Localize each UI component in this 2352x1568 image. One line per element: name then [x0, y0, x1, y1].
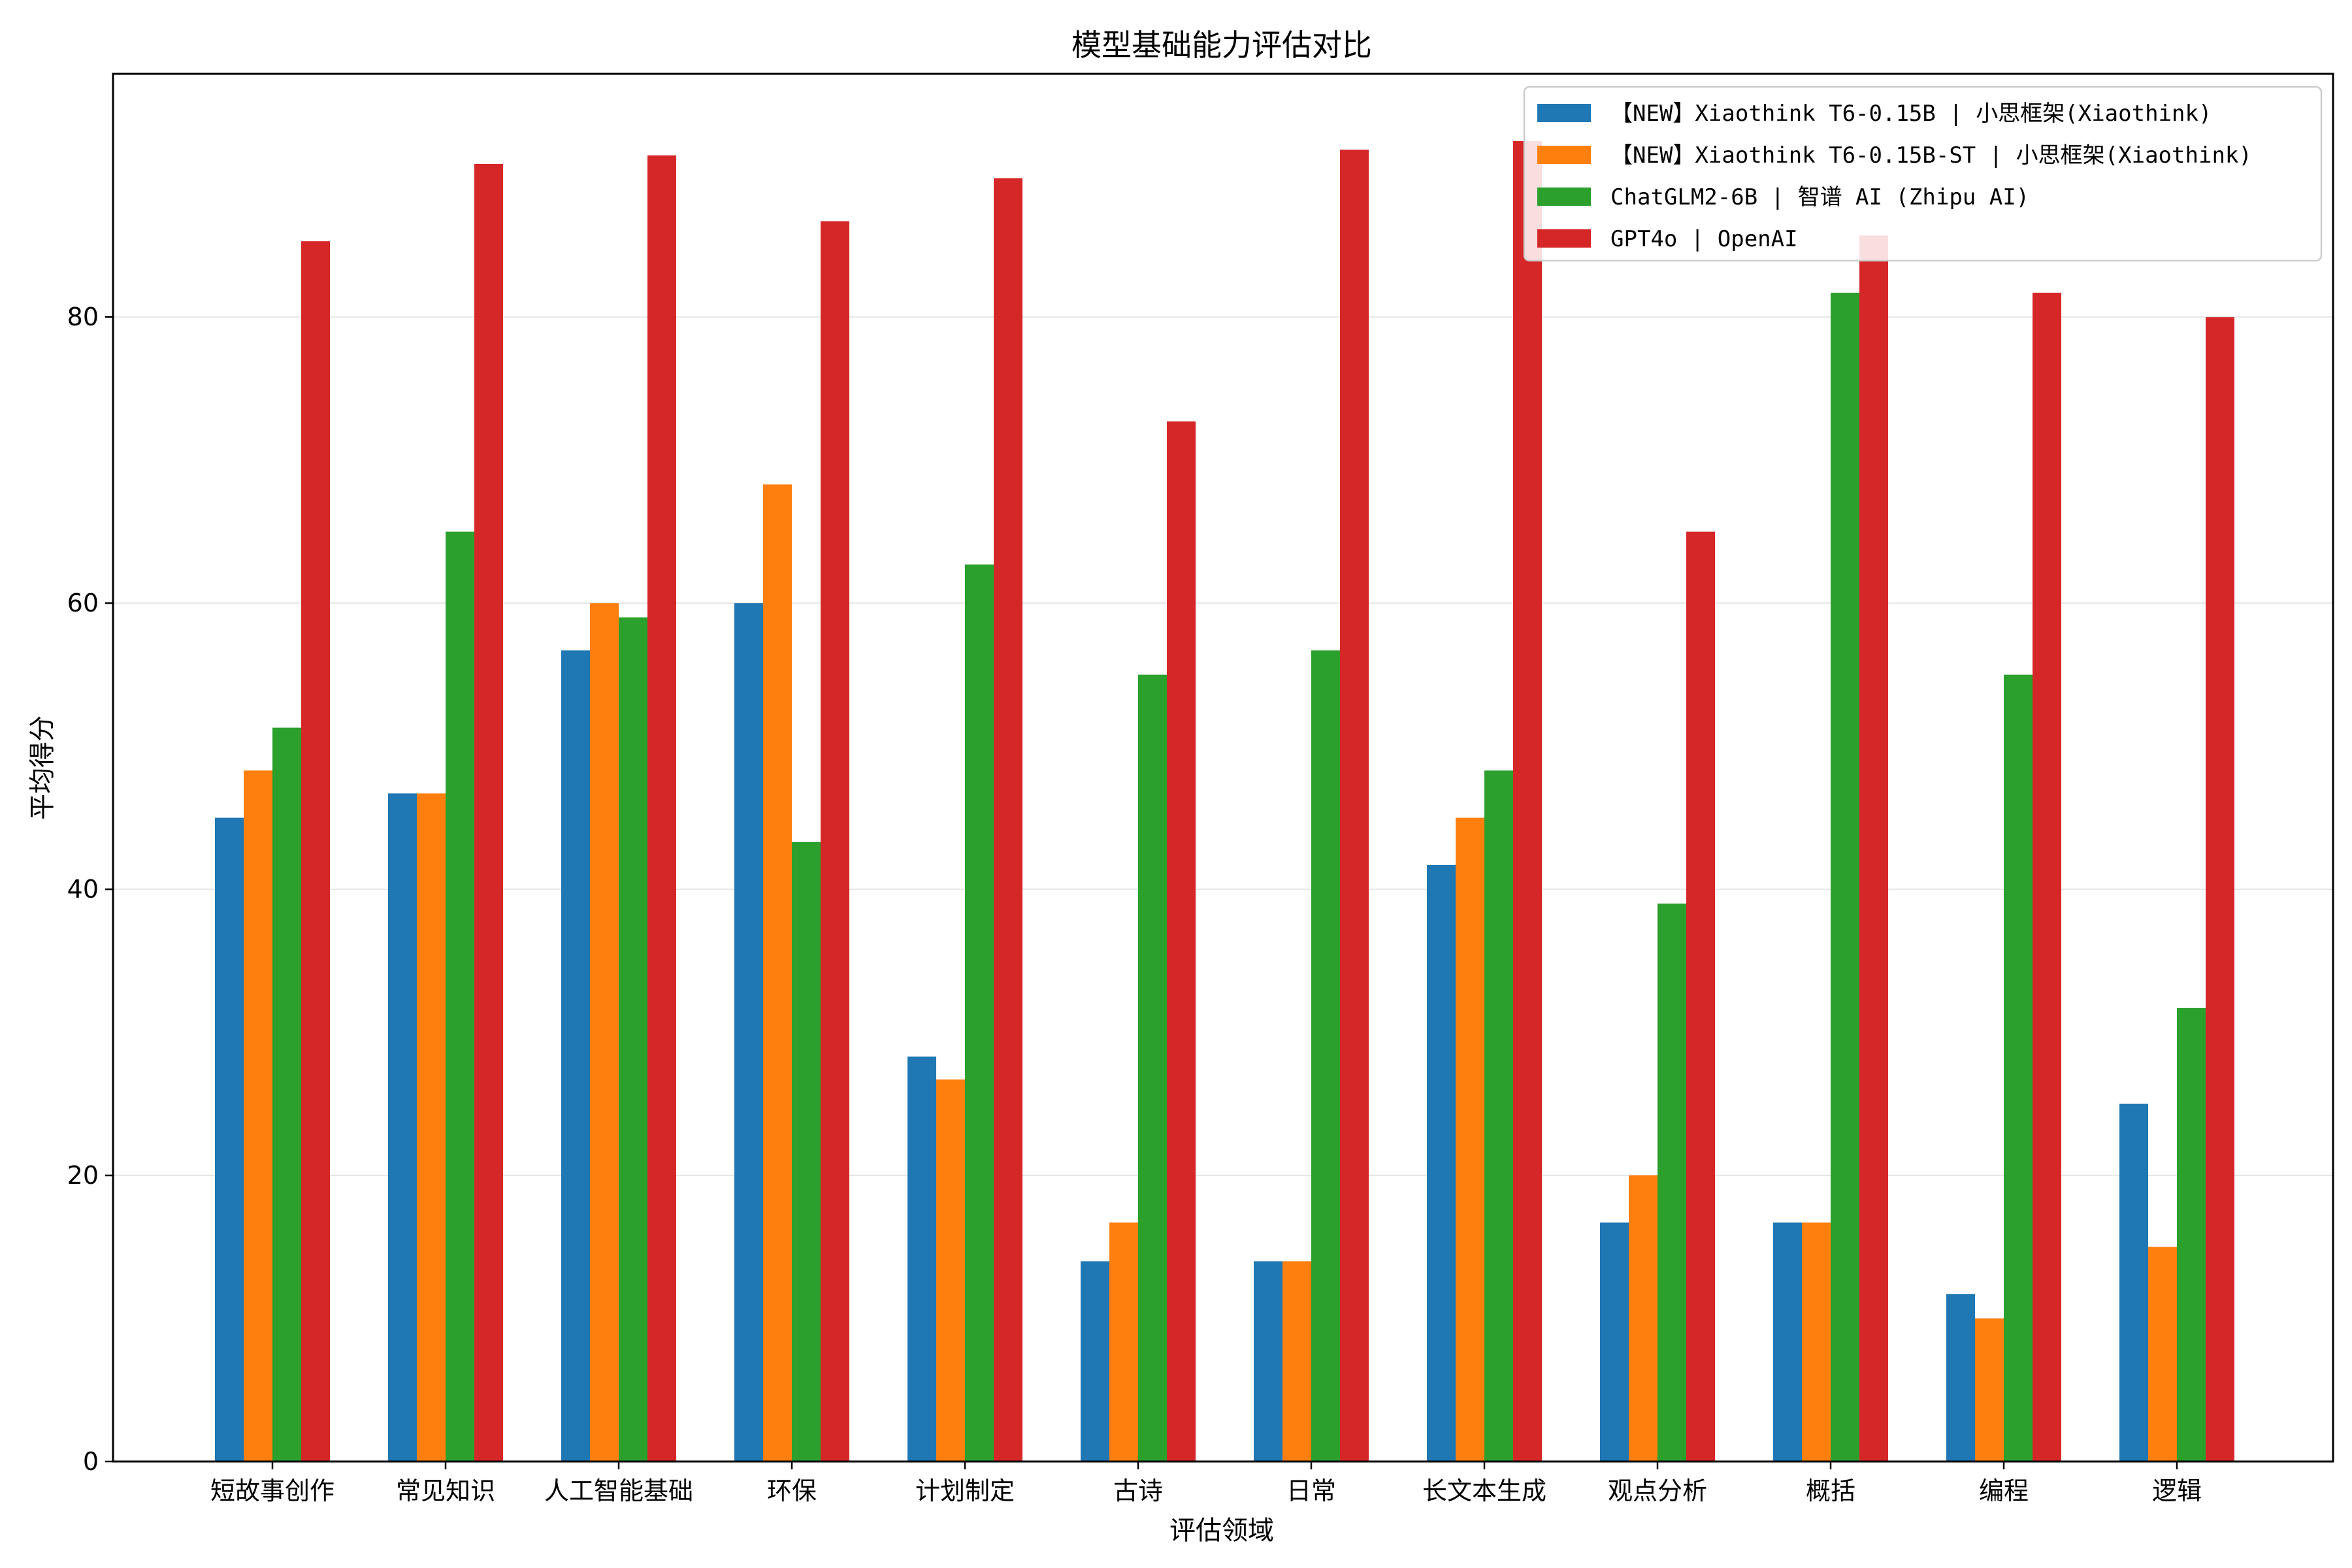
bar-4-12 [2206, 317, 2234, 1462]
x-tick-label: 古诗 [1113, 1477, 1163, 1505]
plot-frame [112, 73, 2334, 1463]
bar-4-1 [301, 241, 330, 1462]
legend-label-4: GPT4o | OpenAI [1610, 226, 1798, 252]
bar-3-4 [792, 841, 821, 1462]
y-axis-label: 平均得分 [27, 715, 57, 820]
bar-1-6 [1081, 1261, 1109, 1462]
y-axis-ticks: 0 20 40 60 80 [67, 302, 113, 1476]
bar-4-11 [2033, 293, 2061, 1462]
bar-1-7 [1254, 1261, 1282, 1462]
bar-2-3 [590, 603, 619, 1462]
bar-4-2 [474, 163, 503, 1462]
bar-1-5 [907, 1056, 936, 1462]
bar-3-11 [2004, 674, 2033, 1462]
bar-3-12 [2177, 1007, 2206, 1462]
bar-3-3 [619, 617, 647, 1462]
legend-swatch-3 [1537, 188, 1591, 206]
bar-2-11 [1975, 1318, 2004, 1462]
legend-label-2: 【NEW】Xiaothink T6-0.15B-ST | 小思框架(Xiaoth… [1610, 142, 2252, 169]
x-tick-label: 编程 [1979, 1477, 2029, 1505]
y-tick-label: 40 [67, 875, 99, 904]
bar-3-1 [272, 727, 301, 1462]
x-tick-label: 人工智能基础 [544, 1477, 693, 1505]
bar-1-10 [1773, 1222, 1802, 1462]
legend-swatch-4 [1537, 229, 1591, 248]
bar-1-4 [734, 603, 763, 1462]
bar-3-10 [1831, 293, 1859, 1462]
bar-4-10 [1859, 235, 1888, 1462]
x-tick-label: 长文本生成 [1422, 1477, 1546, 1505]
bar-2-8 [1456, 817, 1484, 1462]
bar-2-10 [1802, 1222, 1831, 1462]
bar-4-4 [821, 221, 849, 1462]
x-tick-label: 计划制定 [915, 1477, 1015, 1505]
x-axis-label: 评估领域 [1169, 1516, 1274, 1546]
bar-3-8 [1484, 770, 1513, 1462]
x-tick-label: 逻辑 [2152, 1477, 2202, 1505]
x-tick-label: 观点分析 [1608, 1477, 1707, 1505]
bar-2-6 [1109, 1222, 1138, 1462]
y-tick-label: 80 [67, 302, 99, 331]
bar-4-8 [1513, 140, 1542, 1462]
bar-2-4 [763, 484, 792, 1462]
y-tick-label: 0 [83, 1447, 99, 1476]
chart-title: 模型基础能力评估对比 [1071, 27, 1372, 63]
bar-4-9 [1686, 531, 1715, 1462]
x-tick-label: 常见知识 [396, 1477, 495, 1505]
bar-3-5 [965, 564, 994, 1462]
bar-4-3 [647, 155, 676, 1462]
x-tick-label: 环保 [767, 1477, 817, 1505]
legend-swatch-2 [1537, 146, 1591, 164]
bar-2-12 [2148, 1247, 2177, 1462]
bar-3-2 [446, 531, 474, 1462]
bar-3-7 [1311, 650, 1340, 1462]
bar-4-6 [1167, 421, 1196, 1462]
y-tick-label: 60 [67, 589, 99, 617]
bar-1-9 [1600, 1222, 1629, 1462]
x-tick-label: 短故事创作 [210, 1477, 335, 1505]
bar-1-11 [1946, 1294, 1975, 1462]
legend-box [1523, 86, 2323, 262]
bar-2-1 [244, 770, 272, 1462]
legend: 【NEW】Xiaothink T6-0.15B | 小思框架(Xiaothink… [1523, 86, 2323, 262]
bar-1-12 [2119, 1103, 2148, 1462]
bar-2-9 [1629, 1175, 1658, 1462]
bar-2-5 [936, 1079, 965, 1462]
y-tick-label: 20 [67, 1161, 99, 1190]
bar-2-2 [417, 793, 446, 1462]
bar-4-7 [1340, 150, 1369, 1462]
bar-2-7 [1282, 1261, 1311, 1462]
x-tick-label: 概括 [1806, 1477, 1855, 1505]
bar-1-8 [1427, 864, 1456, 1462]
bars [215, 140, 2234, 1462]
bar-3-9 [1658, 904, 1686, 1462]
x-tick-label: 日常 [1286, 1477, 1336, 1505]
bar-3-6 [1138, 674, 1167, 1462]
bar-4-5 [994, 178, 1022, 1462]
legend-label-3: ChatGLM2-6B | 智谱 AI (Zhipu AI) [1610, 184, 2029, 210]
legend-label-1: 【NEW】Xiaothink T6-0.15B | 小思框架(Xiaothink… [1610, 101, 2212, 127]
bar-1-1 [215, 817, 244, 1462]
bar-1-3 [561, 650, 590, 1462]
x-axis-ticks: 短故事创作 常见知识 人工智能基础 环保 计划制定 古诗 日常 长文本生成 观点分析 概括 编程 逻辑 [210, 1462, 2202, 1505]
bar-1-2 [388, 793, 417, 1462]
legend-swatch-1 [1537, 104, 1591, 122]
